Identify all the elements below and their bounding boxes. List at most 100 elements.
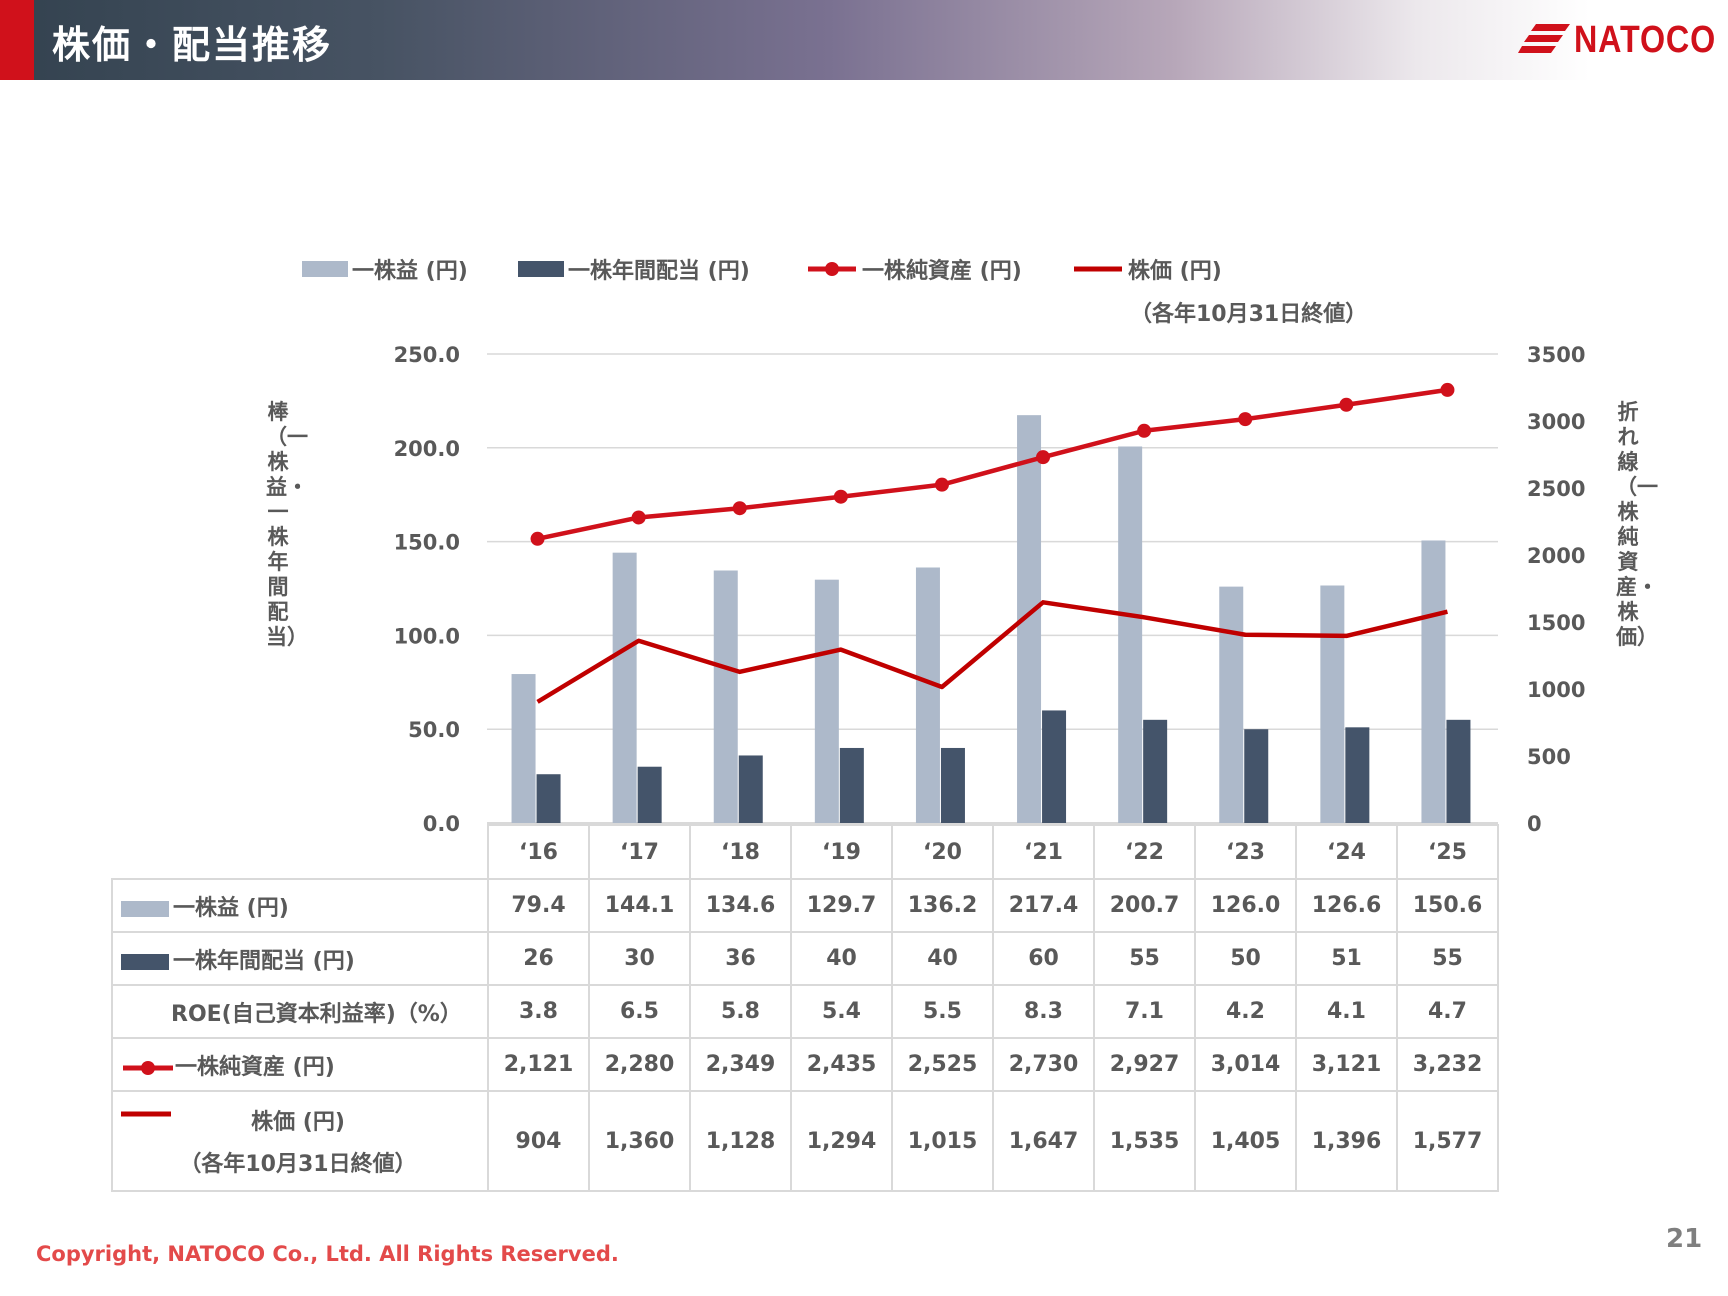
legend-bps-swatch — [808, 262, 856, 276]
bar-eps — [1219, 586, 1244, 823]
category-label: ‘23 — [1194, 824, 1297, 880]
point-bps — [530, 531, 545, 546]
right-tick-label: 0 — [1527, 812, 1542, 836]
table-cell: 3.8 — [487, 984, 590, 1039]
table-cell: 1,405 — [1194, 1090, 1297, 1192]
right-tick-label: 1000 — [1527, 678, 1585, 702]
lines — [530, 382, 1455, 704]
table-cell: 1,535 — [1093, 1090, 1196, 1192]
row-label: 一株年間配当 (円) — [111, 931, 489, 986]
table-cell: 2,280 — [588, 1037, 691, 1092]
category-label: ‘20 — [891, 824, 994, 880]
row-label: ROE(自己資本利益率)（%） — [111, 984, 489, 1039]
table-cell: 2,927 — [1093, 1037, 1196, 1092]
right-tick-label: 1500 — [1527, 611, 1585, 635]
bar-eps — [1118, 446, 1143, 823]
bar-dividend — [1244, 729, 1269, 823]
table-cell: 55 — [1093, 931, 1196, 986]
bar-eps — [713, 570, 738, 823]
table-cell: 1,294 — [790, 1090, 893, 1192]
table-cell: 126.6 — [1295, 878, 1398, 933]
bar-dividend — [637, 766, 662, 823]
category-label: ‘25 — [1396, 824, 1499, 880]
right-axis-ticks: 0 500 1000 1500 2000 2500 3000 3500 — [1527, 343, 1585, 836]
row-label: 一株益 (円) — [111, 878, 489, 933]
bar-dividend — [839, 747, 864, 823]
legend-price: 株価 (円) — [1072, 253, 1222, 285]
table-cell: 50 — [1194, 931, 1297, 986]
table-cell: 5.4 — [790, 984, 893, 1039]
right-tick-label: 3000 — [1527, 410, 1585, 434]
table-cell: 55 — [1396, 931, 1499, 986]
table-cell: 904 — [487, 1090, 590, 1192]
row-label: 株価 (円) （各年10月31日終値） — [111, 1090, 489, 1192]
category-label: ‘18 — [689, 824, 792, 880]
legend-price-swatch — [1074, 266, 1122, 272]
category-label: ‘16 — [487, 824, 590, 880]
bar-dividend — [1446, 719, 1471, 823]
table-cell: 217.4 — [992, 878, 1095, 933]
point-bps — [934, 477, 949, 492]
legend-price-label: 株価 (円) — [1128, 259, 1222, 284]
table-cell: 2,435 — [790, 1037, 893, 1092]
table-cell: 40 — [790, 931, 893, 986]
table-cell: 1,577 — [1396, 1090, 1499, 1192]
table-cell: 36 — [689, 931, 792, 986]
table-cell: 136.2 — [891, 878, 994, 933]
table-cell: 40 — [891, 931, 994, 986]
row-swatch — [121, 953, 169, 970]
bar-dividend — [536, 774, 561, 823]
table-cell: 2,121 — [487, 1037, 590, 1092]
table-cell: 1,360 — [588, 1090, 691, 1192]
table-cell: 4.7 — [1396, 984, 1499, 1039]
left-tick-label: 150.0 — [394, 531, 460, 555]
row-swatch — [121, 1111, 171, 1117]
natoco-logo-icon — [1518, 24, 1570, 53]
table-row: 株価 (円) （各年10月31日終値） 904 1,360 1,128 1,294 1,01… — [111, 1090, 1499, 1192]
slide-header: 株価・配当推移 NATOCO — [0, 0, 1728, 80]
left-tick-label: 250.0 — [394, 343, 460, 367]
point-bps — [1036, 450, 1051, 465]
bar-eps — [1320, 585, 1345, 823]
table-cell: 4.2 — [1194, 984, 1297, 1039]
row-label-line2: （各年10月31日終値） — [179, 1152, 417, 1177]
row-label-text: ROE(自己資本利益率)（%） — [171, 1001, 462, 1027]
row-label-line1: 株価 (円) — [251, 1110, 345, 1135]
category-label: ‘19 — [790, 824, 893, 880]
table-cell: 126.0 — [1194, 878, 1297, 933]
page-number: 21 — [1666, 1224, 1703, 1254]
table-cell: 3,014 — [1194, 1037, 1297, 1092]
table-cell: 26 — [487, 931, 590, 986]
left-tick-label: 200.0 — [394, 437, 460, 461]
right-axis-title: 折れ線（一株純資産・株価） — [1616, 400, 1658, 649]
table-cell: 79.4 — [487, 878, 590, 933]
row-label-text: 一株益 (円) — [173, 895, 289, 921]
table-cell: 1,647 — [992, 1090, 1095, 1192]
bar-dividend — [940, 747, 965, 823]
row-label-text: 一株純資産 (円) — [175, 1054, 335, 1080]
bars — [511, 415, 1471, 823]
legend-eps-label: 一株益 (円) — [352, 259, 468, 284]
table-cell: 51 — [1295, 931, 1398, 986]
bar-eps — [511, 674, 536, 823]
table-cell: 60 — [992, 931, 1095, 986]
table-row: ROE(自己資本利益率)（%） 3.8 6.5 5.8 5.4 5.5 8.3 7.1 4.2 4… — [111, 984, 1499, 1039]
row-label-text: 株価 (円) （各年10月31日終値） — [173, 1102, 423, 1186]
table-cell: 30 — [588, 931, 691, 986]
table-cell: 2,349 — [689, 1037, 792, 1092]
legend-dividend-label: 一株年間配当 (円) — [568, 259, 750, 284]
table-row: 一株年間配当 (円) 26 30 36 40 40 60 55 50 51 55 — [111, 931, 1499, 986]
bar-eps — [814, 579, 839, 823]
left-tick-label: 100.0 — [394, 624, 460, 648]
point-bps — [732, 501, 747, 516]
category-label: ‘22 — [1093, 824, 1196, 880]
point-bps — [1238, 412, 1253, 427]
bar-eps — [612, 552, 637, 823]
data-table: ‘16 ‘17 ‘18 ‘19 ‘20 ‘21 ‘22 ‘23 ‘24 ‘25 一株益 (円) 79.… — [111, 824, 1499, 1192]
point-bps — [1440, 382, 1455, 397]
bar-dividend — [1345, 727, 1370, 823]
logo-text: NATOCO — [1574, 18, 1717, 61]
table-cell: 134.6 — [689, 878, 792, 933]
table-row: 一株益 (円) 79.4 144.1 134.6 129.7 136.2 217.4 200.… — [111, 878, 1499, 933]
